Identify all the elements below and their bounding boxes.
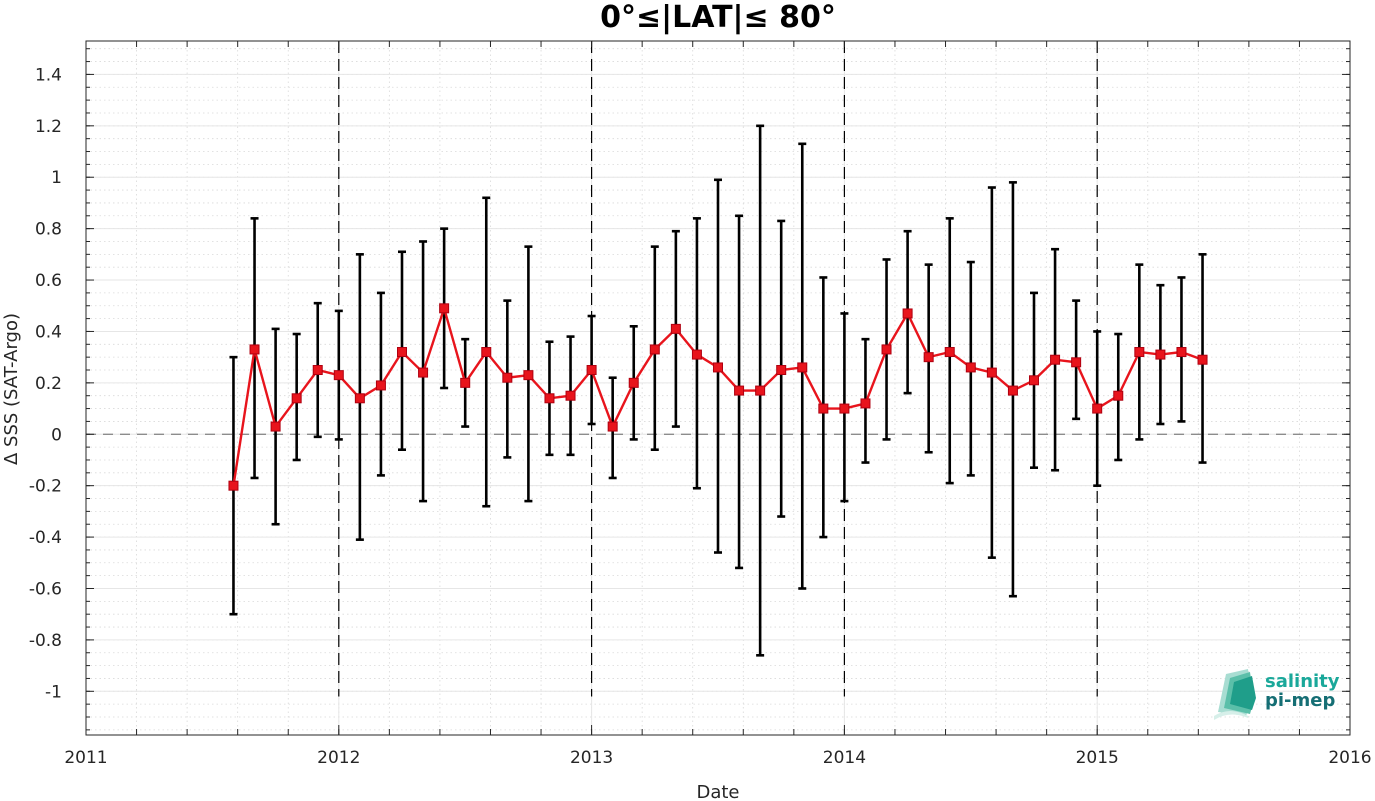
- x-tick-label: 2016: [1328, 748, 1371, 768]
- data-marker: [1092, 403, 1103, 414]
- data-marker: [1050, 354, 1061, 365]
- y-tick-label: 1.2: [35, 117, 62, 137]
- data-marker: [375, 380, 386, 391]
- chart-title: 0°≤|LAT|≤ 80°: [600, 0, 836, 35]
- y-tick-label: -1: [45, 682, 62, 702]
- x-tick-label: 2013: [570, 748, 613, 768]
- data-marker: [649, 344, 660, 355]
- data-marker: [460, 377, 471, 388]
- data-marker: [713, 362, 723, 373]
- data-marker: [418, 367, 429, 378]
- data-marker: [544, 393, 555, 404]
- data-marker: [270, 421, 281, 432]
- data-marker: [607, 421, 618, 432]
- data-marker: [333, 370, 344, 381]
- data-marker: [860, 398, 871, 409]
- data-marker: [1113, 390, 1124, 401]
- data-marker: [944, 347, 955, 358]
- data-marker: [228, 480, 239, 491]
- y-axis-title: Δ SSS (SAT-Argo): [1, 313, 22, 465]
- data-marker: [312, 365, 323, 376]
- logo-text-salinity: salinity: [1265, 671, 1340, 692]
- y-tick-labels: -1 -0.8 -0.6 -0.4 -0.2 0 0.2 0.4 0.6 0.8 1 1.2 1.4: [29, 65, 62, 702]
- data-marker: [1155, 349, 1166, 360]
- data-marker: [1197, 354, 1208, 365]
- data-marker: [1029, 375, 1039, 386]
- axis-ticks: [85, 41, 1351, 735]
- y-tick-label: 0.6: [35, 271, 62, 291]
- wave-logo-icon: [1214, 669, 1256, 720]
- y-tick-label: 0.4: [35, 322, 62, 342]
- logo-text-pi-mep: pi-mep: [1265, 690, 1335, 711]
- data-marker: [670, 323, 681, 334]
- data-marker: [818, 403, 829, 414]
- data-marker: [986, 367, 997, 378]
- data-marker: [502, 372, 513, 383]
- data-marker: [439, 303, 450, 314]
- x-axis-title: Date: [696, 782, 739, 801]
- salinity-pi-mep-logo: salinity pi-mep: [1214, 669, 1340, 720]
- data-marker: [523, 370, 534, 381]
- data-marker: [776, 365, 787, 376]
- data-marker: [797, 362, 808, 373]
- x-tick-label: 2014: [823, 748, 866, 768]
- data-marker: [902, 308, 913, 319]
- y-tick-label: -0.6: [29, 579, 62, 599]
- data-marker: [1071, 357, 1082, 368]
- data-markers: [228, 303, 1208, 491]
- data-marker: [565, 390, 576, 401]
- y-tick-label: 1: [51, 168, 62, 188]
- y-tick-label: -0.8: [29, 631, 62, 651]
- data-marker: [586, 365, 597, 376]
- data-marker: [481, 347, 492, 358]
- plot-frame: [85, 40, 1351, 736]
- x-tick-label: 2015: [1076, 748, 1119, 768]
- y-tick-label: 1.4: [35, 65, 62, 85]
- data-marker: [923, 352, 934, 363]
- data-marker: [881, 344, 892, 355]
- data-marker: [397, 347, 407, 358]
- y-tick-label: 0.2: [35, 374, 62, 394]
- y-tick-label: 0.8: [35, 220, 62, 240]
- x-tick-label: 2012: [317, 748, 360, 768]
- data-marker: [291, 393, 302, 404]
- y-tick-label: -0.2: [29, 477, 62, 497]
- data-marker: [628, 377, 639, 388]
- y-tick-label: 0: [51, 425, 62, 445]
- data-marker: [691, 349, 702, 360]
- x-tick-label: 2011: [64, 748, 107, 768]
- data-marker: [249, 344, 260, 355]
- data-marker: [965, 362, 976, 373]
- x-tick-labels: 2011 2012 2013 2014 2015 2016: [64, 748, 1371, 768]
- data-marker: [839, 403, 850, 414]
- data-marker: [354, 393, 365, 404]
- data-marker: [1176, 347, 1187, 358]
- data-marker: [755, 385, 766, 396]
- y-tick-label: -0.4: [29, 528, 62, 548]
- data-marker: [734, 385, 745, 396]
- data-marker: [1134, 347, 1145, 358]
- data-marker: [1007, 385, 1018, 396]
